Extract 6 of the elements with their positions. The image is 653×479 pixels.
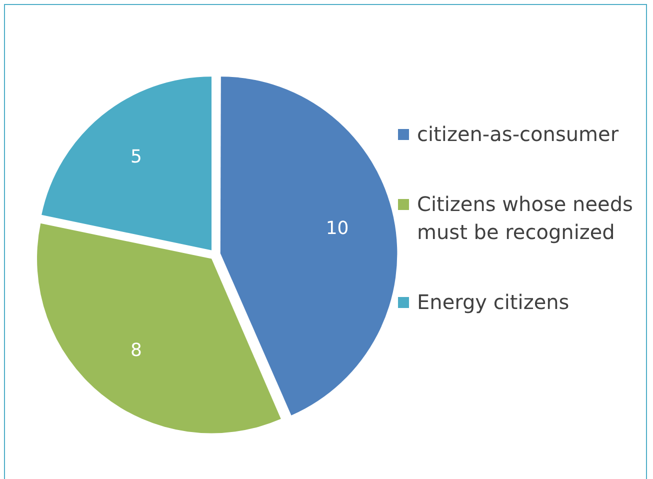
data-label: 8 [130,340,142,362]
legend-label: citizen-as-consumer [417,121,619,148]
legend-label: Energy citizens [417,289,570,316]
data-label: 10 [326,218,349,239]
legend-label: Citizens whose needs must be recognized [417,191,634,246]
data-label: 5 [130,146,142,168]
